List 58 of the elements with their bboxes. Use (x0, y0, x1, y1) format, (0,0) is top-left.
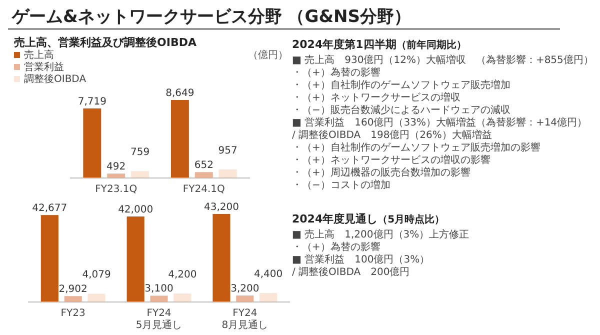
x-tick-label: FY24 8月見通し (222, 308, 268, 331)
text: ■ 売上高 1,200億円（3%）上方修正 (292, 228, 470, 240)
text: ・（+）自社制作のゲームソフトウェア販売増加の影響 (292, 142, 540, 154)
bar (131, 171, 150, 178)
legend-label: 調整後OIBDA (24, 73, 86, 85)
text: ・（+）自社制作のゲームソフトウェア販売増加 (292, 79, 510, 91)
legend-label: 営業利益 (24, 61, 64, 73)
data-label: 4,400 (254, 269, 283, 280)
x-tick-label: FY23 (60, 308, 86, 319)
data-label: 4,200 (168, 269, 197, 280)
bar (64, 296, 82, 302)
text: ・（+）ネットワークサービスの増収の影響 (292, 154, 490, 166)
bar (150, 296, 168, 302)
text: ・（−）販売台数減少によるハードウェアの減収 (292, 104, 510, 116)
data-label: 8,649 (166, 88, 194, 99)
text: ■ 営業利益 160億円（33%）大幅増益（為替影響：+14億円） (292, 116, 588, 128)
bar (170, 100, 189, 178)
data-label: 492 (106, 162, 126, 173)
bar (107, 174, 126, 178)
text: / 調整後OIBDA 200億円 (292, 266, 410, 278)
chart-title: ゲーム&ネットワークサービス分野 （G&NS分野） (11, 7, 411, 27)
legend-label: 売上高 (24, 49, 54, 61)
bar (174, 293, 192, 302)
text: ・（+）為替の影響 (292, 241, 380, 253)
chart-subtitle: 売上高、営業利益及び調整後OIBDA (14, 36, 197, 49)
bar (194, 172, 213, 178)
text: （億円） (248, 49, 288, 61)
text: ・（+）周辺機器の販売台数増加の影響 (292, 166, 470, 178)
data-label: 3,100 (144, 284, 174, 295)
text: ・（−）コストの増加 (292, 179, 390, 191)
bar (236, 295, 254, 302)
text: ・（+）ネットワークサービスの増収 (292, 92, 460, 104)
bar (212, 214, 230, 302)
data-label: 7,719 (78, 96, 106, 108)
data-label: 759 (130, 147, 150, 158)
bar (126, 216, 144, 302)
data-label: 42,677 (32, 203, 68, 214)
data-label: 42,000 (118, 204, 154, 216)
x-tick-label: FY24.1Q (182, 184, 226, 195)
bar (88, 294, 106, 302)
data-label: 43,200 (204, 202, 239, 213)
text: （5月時点比） (378, 214, 445, 226)
data-label: 2,902 (58, 284, 88, 296)
x-tick-label: FY24 5月見通し (136, 308, 182, 331)
bar (260, 293, 278, 302)
text: ・（+）為替の影響 (292, 66, 380, 78)
text: ■ 売上高 930億円（12%）大幅増収 （為替影響：+855億円） (292, 54, 594, 66)
text: （前年同期比） (396, 39, 466, 51)
data-label: 652 (194, 160, 214, 172)
text: / 調整後OIBDA 198億円（26%）大幅増益 (292, 129, 492, 141)
bar (83, 108, 102, 178)
x-tick-label: FY23.1Q (95, 184, 138, 195)
data-label: 4,079 (82, 270, 111, 281)
text: ■ 営業利益 100億円（3%） (292, 254, 430, 266)
bar (218, 169, 237, 178)
bar (40, 215, 58, 302)
data-label: 3,200 (230, 283, 260, 294)
data-label: 957 (218, 145, 238, 156)
